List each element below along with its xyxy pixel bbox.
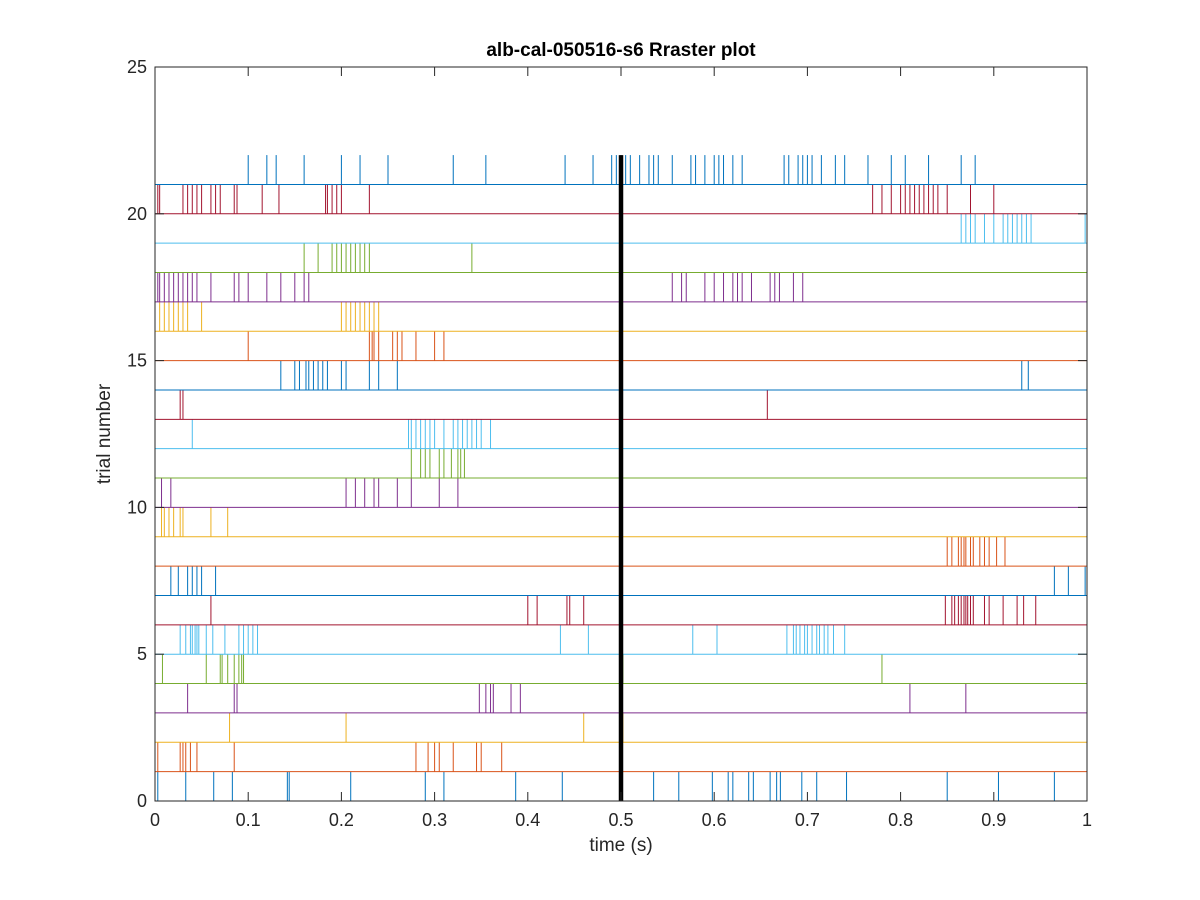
y-tick-label: 0 — [137, 791, 147, 811]
y-axis-label: trial number — [94, 383, 115, 484]
trial-10 — [155, 507, 1087, 538]
x-tick-label: 0 — [150, 810, 160, 830]
x-tick-label: 0.6 — [702, 810, 727, 830]
x-tick-label: 0.5 — [608, 810, 633, 830]
y-tick-label: 20 — [127, 204, 147, 224]
x-tick-label: 0.9 — [981, 810, 1006, 830]
x-tick-label: 1 — [1082, 810, 1092, 830]
chart-title: alb-cal-050516-s6 Rraster plot — [486, 40, 756, 61]
y-tick-label: 5 — [137, 644, 147, 664]
trial-21 — [155, 184, 1087, 215]
x-tick-label: 0.3 — [422, 810, 447, 830]
trial-22 — [155, 155, 1087, 185]
y-tick-label: 10 — [127, 497, 147, 517]
x-tick-label: 0.2 — [329, 810, 354, 830]
x-tick-label: 0.1 — [236, 810, 261, 830]
x-axis-label: time (s) — [589, 835, 652, 856]
y-axis-ticks: 0 5 10 15 20 25 — [127, 57, 1087, 811]
x-tick-label: 0.4 — [515, 810, 540, 830]
x-tick-label: 0.8 — [888, 810, 913, 830]
y-tick-label: 15 — [127, 351, 147, 371]
x-axis-ticks: 0 0.1 0.2 0.3 0.4 0.5 0.6 0.7 0.8 0.9 1 — [150, 67, 1092, 830]
x-tick-label: 0.7 — [795, 810, 820, 830]
y-tick-label: 25 — [127, 57, 147, 77]
